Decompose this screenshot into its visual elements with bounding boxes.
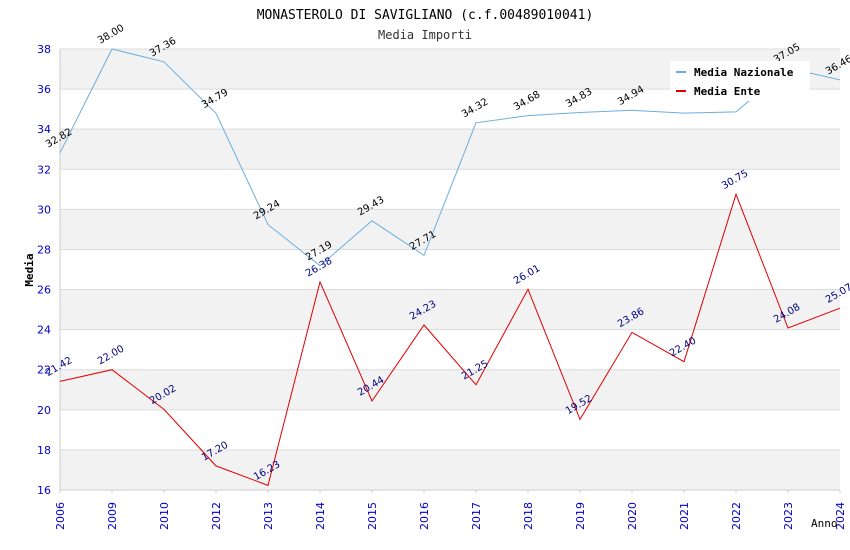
x-axis-label: Anno [811,517,838,530]
chart-title: MONASTEROLO DI SAVIGLIANO (c.f.004890100… [257,8,594,23]
y-tick-label: 26 [37,284,51,297]
data-label: 30.75 [720,168,750,192]
y-tick-label: 18 [37,444,51,457]
legend-label: Media Ente [694,85,761,98]
data-label: 34.79 [200,87,230,111]
x-tick-label: 2006 [54,502,67,530]
x-tick-label: 2009 [106,502,119,530]
y-tick-label: 16 [37,484,51,497]
x-tick-label: 2013 [262,502,275,530]
data-label: 26.01 [512,263,542,287]
data-label: 34.68 [512,89,542,113]
y-tick-label: 38 [37,43,51,56]
axes [59,49,841,493]
grid-band [60,369,840,410]
x-tick-label: 2023 [782,502,795,530]
x-tick-label: 2016 [418,502,431,530]
data-label: 34.83 [564,86,594,110]
series-lines [59,48,841,487]
x-tick-labels: 2006 2009 2010 2012 2013 2014 2015 2016 2017 2018… [54,502,847,530]
legend: Media Nazionale Media Ente [670,61,810,101]
x-tick-label: 2017 [470,502,483,530]
y-tick-labels: 16 18 20 22 24 26 28 30 32 34 36 38 [37,43,51,497]
x-tick-label: 2010 [158,502,171,530]
data-label: 34.32 [460,97,490,121]
x-tick-label: 2018 [522,502,535,530]
x-tick-label: 2012 [210,502,223,530]
y-tick-label: 32 [37,163,51,176]
x-tick-label: 2015 [366,502,379,530]
y-tick-label: 34 [37,123,51,136]
y-tick-label: 24 [37,324,51,337]
grid-band [60,129,840,170]
y-axis-label: Media [23,253,36,286]
data-label: 38.00 [96,23,126,47]
y-tick-label: 22 [37,364,51,377]
x-tick-label: 2021 [678,502,691,530]
x-tick-label: 2014 [314,502,327,530]
y-tick-label: 20 [37,404,51,417]
data-label: 22.00 [96,343,126,367]
x-tick-label: 2022 [730,502,743,530]
legend-label: Media Nazionale [694,66,794,79]
series-line [59,192,841,487]
chart-subtitle: Media Importi [378,28,472,42]
x-tick-label: 2020 [626,502,639,530]
y-tick-label: 30 [37,203,51,216]
x-tick-label: 2024 [834,502,847,530]
grid-band [60,289,840,330]
grid-band [60,209,840,250]
series-line [59,48,841,267]
x-tick-label: 2019 [574,502,587,530]
legend-box [670,61,810,101]
grid-band [60,449,840,490]
data-label: 22.40 [668,335,698,359]
y-tick-label: 36 [37,83,51,96]
y-tick-label: 28 [37,243,51,256]
